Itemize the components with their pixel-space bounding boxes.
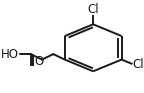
Text: O: O xyxy=(34,55,43,68)
Text: Cl: Cl xyxy=(132,58,144,71)
Text: HO: HO xyxy=(1,48,19,61)
Text: Cl: Cl xyxy=(87,3,99,16)
